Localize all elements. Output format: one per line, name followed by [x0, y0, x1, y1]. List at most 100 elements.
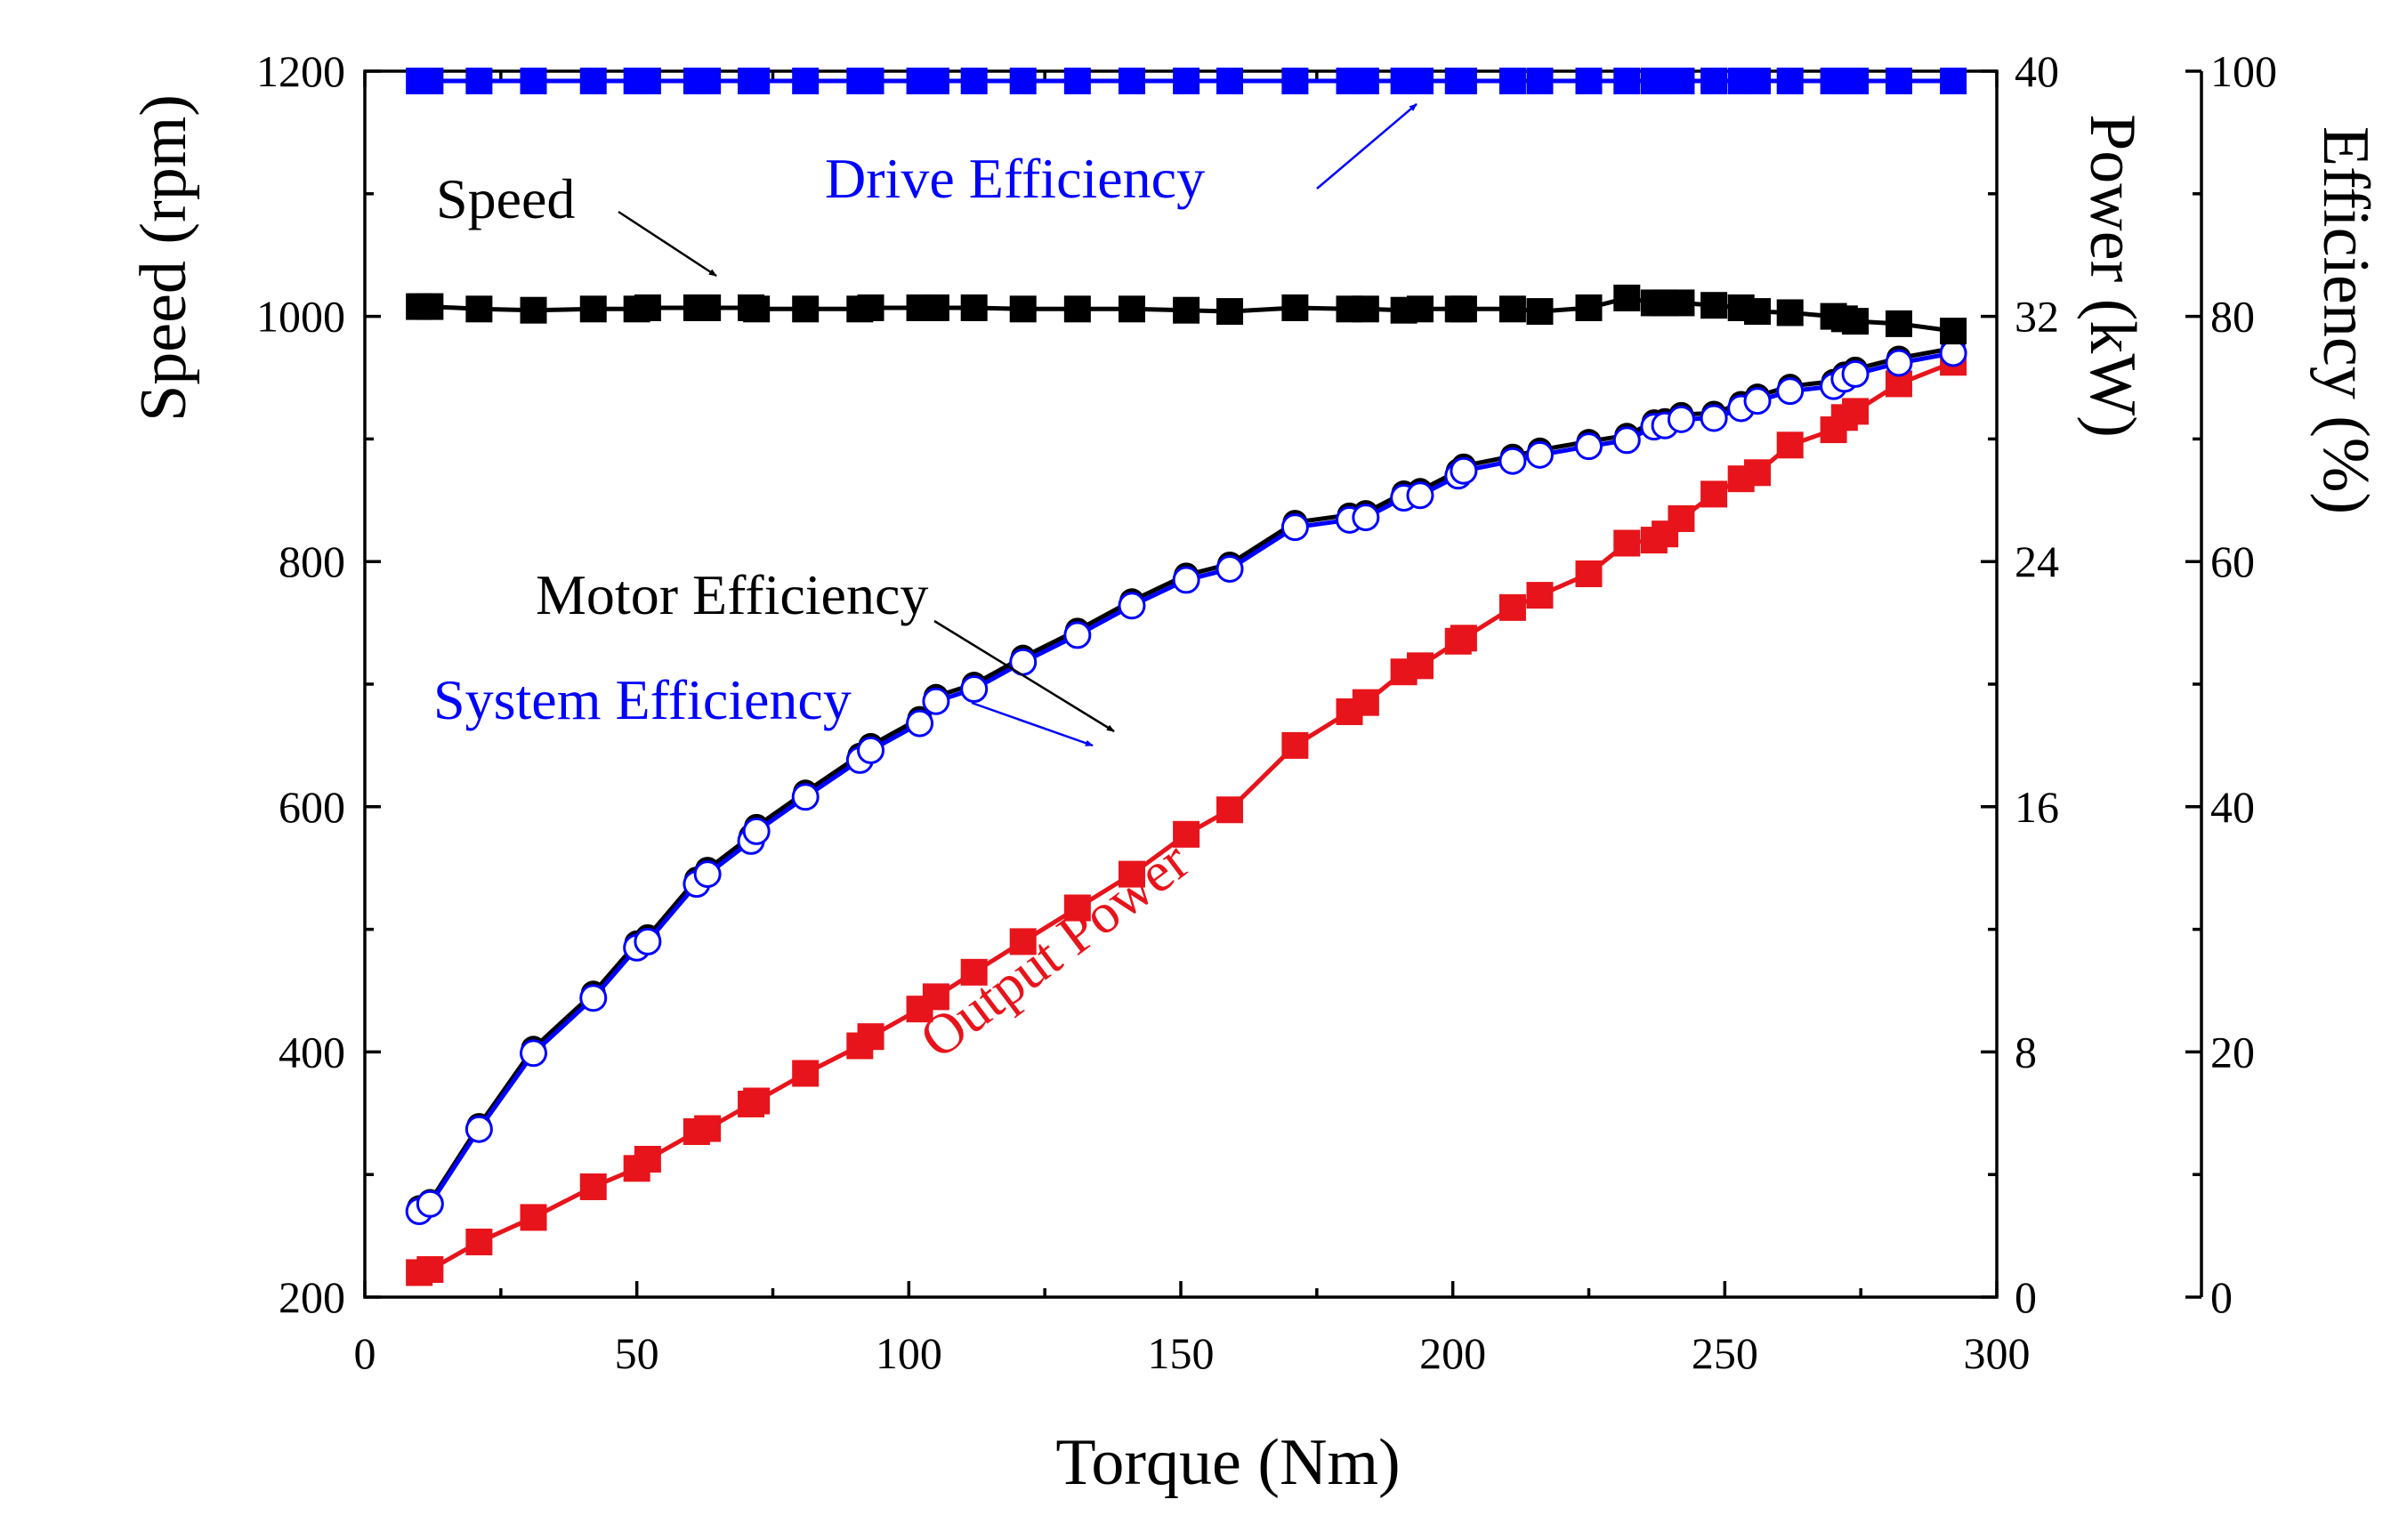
data-point-speed	[1009, 295, 1037, 323]
data-point-output-power	[1352, 689, 1379, 716]
data-point-system-efficiency	[1776, 377, 1805, 406]
data-point-drive-efficiency	[1744, 68, 1772, 95]
efficiency-tick-label: 20	[2210, 1027, 2255, 1076]
data-point-drive-efficiency	[1668, 68, 1695, 95]
data-point-drive-efficiency	[1118, 68, 1145, 95]
data-point-output-power	[1744, 459, 1772, 487]
x-tick-label: 100	[876, 1328, 942, 1378]
data-point-output-power	[1776, 431, 1804, 459]
data-point-speed	[1613, 284, 1641, 311]
data-point-drive-efficiency	[416, 68, 444, 95]
speed-tick-label: 800	[279, 536, 345, 586]
data-point-drive-efficiency	[1700, 68, 1728, 95]
data-point-speed	[1575, 294, 1603, 321]
data-point-system-efficiency	[464, 1115, 493, 1143]
x-axis-title: Torque (Nm)	[1055, 1426, 1400, 1499]
data-point-speed	[857, 294, 884, 321]
data-point-speed	[792, 295, 820, 323]
data-point-speed	[1216, 298, 1244, 326]
data-point-output-power	[1450, 625, 1477, 652]
data-point-system-efficiency	[960, 675, 989, 704]
data-point-system-efficiency	[1939, 339, 1967, 367]
data-point-system-efficiency	[1352, 504, 1380, 532]
data-point-output-power	[634, 1145, 661, 1173]
data-point-system-efficiency	[579, 984, 608, 1012]
data-point-speed	[1118, 295, 1145, 323]
data-point-system-efficiency	[1667, 405, 1695, 433]
speed-tick-label: 1200	[256, 46, 345, 96]
power-tick-label: 40	[2015, 46, 2059, 96]
power-tick-label: 32	[2015, 292, 2059, 342]
data-point-speed	[520, 296, 547, 324]
data-point-system-efficiency	[1498, 447, 1527, 475]
data-point-output-power	[792, 1060, 820, 1087]
annotation-arrow-speed	[618, 210, 717, 278]
annotation-output-power: Output Power	[909, 828, 1200, 1070]
data-point-output-power	[1613, 529, 1641, 557]
data-point-output-power	[416, 1255, 444, 1283]
data-point-output-power	[1406, 652, 1434, 680]
data-point-speed	[1842, 308, 1870, 335]
data-point-speed	[465, 295, 493, 323]
data-point-drive-efficiency	[1885, 68, 1912, 95]
data-point-drive-efficiency	[1009, 68, 1037, 95]
series-line-motor-efficiency	[417, 345, 1954, 1210]
data-point-drive-efficiency	[1281, 68, 1309, 95]
data-point-speed	[416, 293, 444, 320]
data-point-speed	[922, 294, 949, 321]
efficiency-tick-label: 40	[2210, 782, 2255, 832]
power-tick-label: 0	[2015, 1272, 2037, 1322]
data-point-speed	[1281, 294, 1309, 321]
data-point-system-efficiency	[1216, 554, 1244, 583]
axis-ticks	[363, 69, 2201, 1299]
data-point-system-efficiency	[922, 687, 950, 715]
data-point-speed	[1406, 295, 1434, 323]
power-tick-label: 24	[2015, 536, 2059, 586]
speed-tick-label: 400	[279, 1027, 345, 1076]
data-point-system-efficiency	[1841, 359, 1870, 388]
data-point-speed	[1700, 292, 1728, 319]
data-point-system-efficiency	[1885, 349, 1913, 377]
data-point-speed	[743, 295, 771, 323]
data-point-speed	[1063, 295, 1091, 323]
data-point-system-efficiency	[693, 860, 722, 889]
data-point-output-power	[465, 1228, 493, 1255]
data-point-system-efficiency	[906, 709, 934, 738]
data-point-drive-efficiency	[857, 68, 884, 95]
annotation-drive-efficiency: Drive Efficiency	[825, 147, 1205, 210]
data-point-output-power	[1281, 731, 1309, 759]
data-point-drive-efficiency	[1352, 68, 1379, 95]
data-point-drive-efficiency	[1498, 68, 1526, 95]
data-point-output-power	[1118, 860, 1145, 888]
data-point-system-efficiency	[1406, 481, 1434, 510]
data-point-output-power	[1063, 894, 1091, 922]
data-point-output-power	[960, 958, 988, 986]
data-point-output-power	[520, 1204, 547, 1231]
data-point-output-power	[1009, 928, 1037, 955]
data-point-drive-efficiency	[1526, 68, 1554, 95]
x-tick-label: 250	[1692, 1328, 1758, 1378]
data-point-drive-efficiency	[694, 68, 722, 95]
data-point-system-efficiency	[1700, 404, 1728, 432]
data-point-output-power	[857, 1023, 884, 1051]
data-point-drive-efficiency	[634, 68, 661, 95]
speed-tick-label: 1000	[256, 292, 345, 342]
data-point-speed	[1776, 299, 1804, 327]
data-point-output-power	[1842, 398, 1870, 425]
annotation-arrow-drive-efficiency	[1316, 103, 1418, 189]
data-point-drive-efficiency	[743, 68, 771, 95]
data-point-output-power	[1173, 820, 1200, 848]
power-axis-title: Power (kW)	[2076, 114, 2149, 438]
series-speed	[406, 284, 1967, 345]
data-point-drive-efficiency	[1575, 68, 1603, 95]
data-point-drive-efficiency	[1776, 68, 1804, 95]
data-point-system-efficiency	[520, 1039, 548, 1068]
x-tick-label: 50	[615, 1328, 659, 1378]
efficiency-tick-label: 80	[2210, 292, 2255, 342]
data-point-speed	[1173, 296, 1200, 324]
data-point-output-power	[743, 1087, 771, 1115]
annotation-system-efficiency: System Efficiency	[433, 668, 852, 731]
data-point-system-efficiency	[1525, 440, 1554, 469]
data-point-system-efficiency	[416, 1189, 444, 1218]
